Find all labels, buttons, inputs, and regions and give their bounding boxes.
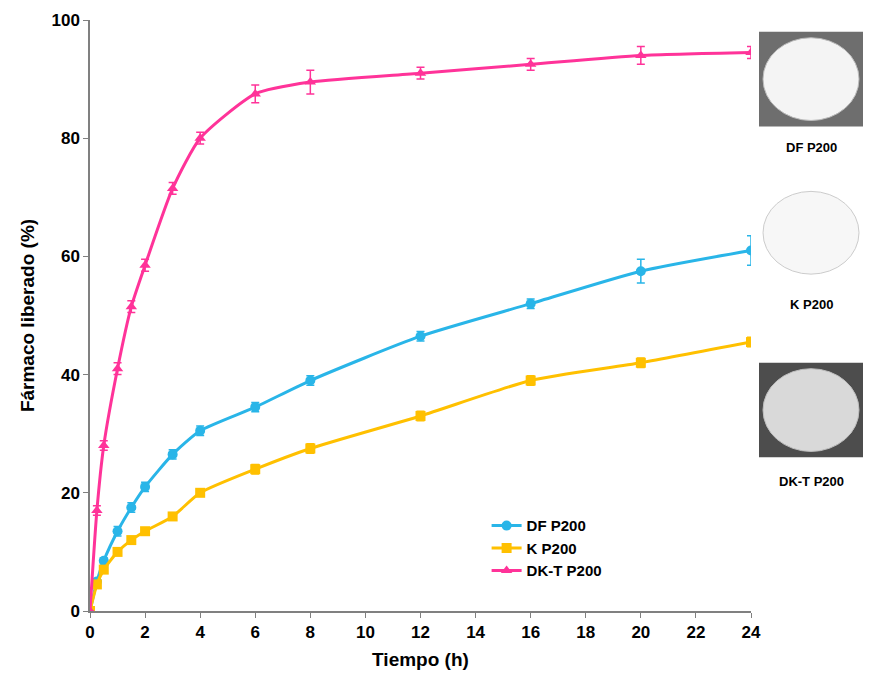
svg-text:Tiempo (h): Tiempo (h) (372, 649, 469, 670)
svg-text:8: 8 (306, 623, 315, 642)
svg-text:12: 12 (411, 623, 430, 642)
svg-text:14: 14 (466, 623, 485, 642)
svg-text:DK-T P200: DK-T P200 (779, 474, 844, 489)
svg-text:80: 80 (61, 129, 80, 148)
svg-text:20: 20 (631, 623, 650, 642)
svg-text:18: 18 (576, 623, 595, 642)
svg-text:0: 0 (70, 602, 79, 621)
svg-text:16: 16 (521, 623, 540, 642)
svg-text:40: 40 (61, 366, 80, 385)
svg-text:K P200: K P200 (790, 297, 833, 312)
svg-text:4: 4 (195, 623, 205, 642)
svg-text:100: 100 (51, 11, 79, 30)
svg-text:60: 60 (61, 247, 80, 266)
svg-text:10: 10 (356, 623, 375, 642)
svg-text:20: 20 (61, 484, 80, 503)
svg-text:22: 22 (686, 623, 705, 642)
svg-text:24: 24 (742, 623, 761, 642)
svg-text:0: 0 (85, 623, 94, 642)
svg-text:2: 2 (140, 623, 149, 642)
svg-text:DF P200: DF P200 (786, 140, 837, 155)
svg-text:DK-T P200: DK-T P200 (527, 562, 602, 579)
svg-text:K P200: K P200 (527, 540, 577, 557)
svg-text:6: 6 (251, 623, 260, 642)
svg-text:Fármaco liberado (%): Fármaco liberado (%) (17, 219, 38, 412)
svg-text:DF P200: DF P200 (527, 517, 586, 534)
